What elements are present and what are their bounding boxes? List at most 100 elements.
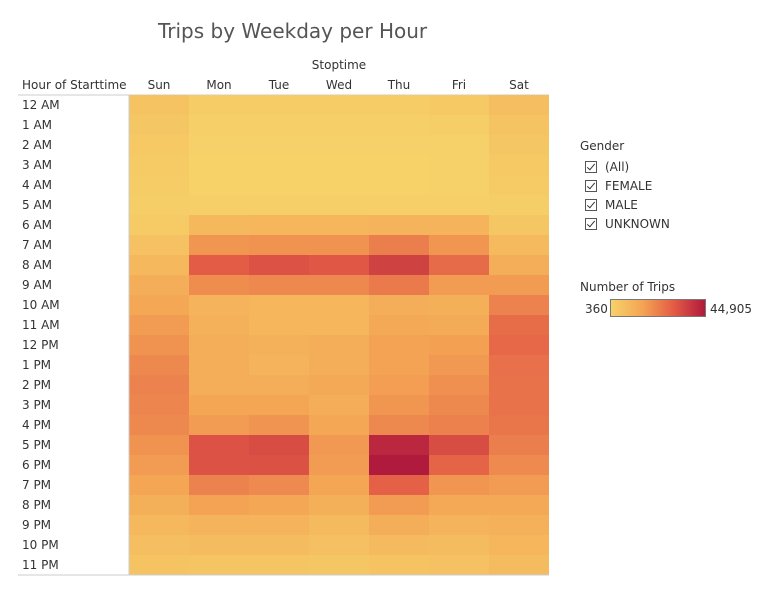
- heatmap-cell[interactable]: [369, 515, 429, 535]
- heatmap-cell[interactable]: [369, 375, 429, 395]
- heatmap-cell[interactable]: [129, 335, 189, 355]
- heatmap-cell[interactable]: [129, 535, 189, 555]
- gender-filter-all[interactable]: (All): [585, 159, 629, 175]
- heatmap-cell[interactable]: [129, 435, 189, 455]
- heatmap-cell[interactable]: [249, 175, 309, 195]
- heatmap-cell[interactable]: [489, 515, 549, 535]
- heatmap-cell[interactable]: [369, 215, 429, 235]
- heatmap-cell[interactable]: [249, 415, 309, 435]
- gender-filter-male[interactable]: MALE: [585, 197, 638, 213]
- heatmap-cell[interactable]: [429, 135, 489, 155]
- heatmap-cell[interactable]: [189, 235, 249, 255]
- heatmap-cell[interactable]: [369, 455, 429, 475]
- heatmap-cell[interactable]: [189, 395, 249, 415]
- heatmap-cell[interactable]: [129, 515, 189, 535]
- heatmap-cell[interactable]: [129, 255, 189, 275]
- heatmap-cell[interactable]: [429, 255, 489, 275]
- heatmap-cell[interactable]: [429, 455, 489, 475]
- heatmap-cell[interactable]: [249, 335, 309, 355]
- heatmap-cell[interactable]: [129, 235, 189, 255]
- heatmap-cell[interactable]: [429, 295, 489, 315]
- heatmap-cell[interactable]: [249, 295, 309, 315]
- heatmap-cell[interactable]: [489, 155, 549, 175]
- heatmap-cell[interactable]: [249, 255, 309, 275]
- heatmap-cell[interactable]: [249, 155, 309, 175]
- heatmap-cell[interactable]: [189, 335, 249, 355]
- heatmap-cell[interactable]: [309, 95, 369, 115]
- heatmap-cell[interactable]: [309, 175, 369, 195]
- heatmap-cell[interactable]: [489, 95, 549, 115]
- heatmap-cell[interactable]: [189, 135, 249, 155]
- heatmap-cell[interactable]: [369, 95, 429, 115]
- heatmap-cell[interactable]: [249, 135, 309, 155]
- heatmap-cell[interactable]: [189, 355, 249, 375]
- heatmap-cell[interactable]: [369, 195, 429, 215]
- heatmap-cell[interactable]: [129, 395, 189, 415]
- heatmap-cell[interactable]: [489, 435, 549, 455]
- heatmap-cell[interactable]: [309, 555, 369, 575]
- heatmap-cell[interactable]: [309, 195, 369, 215]
- heatmap-cell[interactable]: [429, 155, 489, 175]
- heatmap-cell[interactable]: [489, 215, 549, 235]
- heatmap-cell[interactable]: [189, 95, 249, 115]
- heatmap-cell[interactable]: [129, 135, 189, 155]
- heatmap-cell[interactable]: [129, 275, 189, 295]
- heatmap-cell[interactable]: [189, 435, 249, 455]
- heatmap-cell[interactable]: [309, 135, 369, 155]
- heatmap-cell[interactable]: [369, 155, 429, 175]
- heatmap-cell[interactable]: [189, 475, 249, 495]
- heatmap-cell[interactable]: [189, 215, 249, 235]
- heatmap-cell[interactable]: [489, 275, 549, 295]
- heatmap-cell[interactable]: [309, 295, 369, 315]
- heatmap-cell[interactable]: [489, 115, 549, 135]
- heatmap-cell[interactable]: [429, 275, 489, 295]
- heatmap-cell[interactable]: [249, 235, 309, 255]
- heatmap-cell[interactable]: [369, 335, 429, 355]
- heatmap-cell[interactable]: [189, 555, 249, 575]
- heatmap-cell[interactable]: [489, 415, 549, 435]
- heatmap-cell[interactable]: [309, 235, 369, 255]
- heatmap-cell[interactable]: [249, 555, 309, 575]
- heatmap-cell[interactable]: [489, 455, 549, 475]
- heatmap-cell[interactable]: [369, 355, 429, 375]
- heatmap-cell[interactable]: [249, 475, 309, 495]
- heatmap-cell[interactable]: [309, 255, 369, 275]
- heatmap-cell[interactable]: [489, 295, 549, 315]
- heatmap-cell[interactable]: [189, 455, 249, 475]
- heatmap-cell[interactable]: [489, 495, 549, 515]
- heatmap-cell[interactable]: [309, 515, 369, 535]
- heatmap-cell[interactable]: [429, 215, 489, 235]
- heatmap-cell[interactable]: [489, 395, 549, 415]
- heatmap-cell[interactable]: [189, 515, 249, 535]
- heatmap-cell[interactable]: [249, 95, 309, 115]
- heatmap-cell[interactable]: [489, 195, 549, 215]
- heatmap-cell[interactable]: [369, 435, 429, 455]
- heatmap-cell[interactable]: [489, 475, 549, 495]
- heatmap-cell[interactable]: [489, 355, 549, 375]
- heatmap-cell[interactable]: [429, 115, 489, 135]
- heatmap-cell[interactable]: [309, 275, 369, 295]
- heatmap-cell[interactable]: [369, 295, 429, 315]
- heatmap-cell[interactable]: [489, 315, 549, 335]
- heatmap-cell[interactable]: [249, 455, 309, 475]
- heatmap-cell[interactable]: [429, 535, 489, 555]
- heatmap-cell[interactable]: [249, 375, 309, 395]
- heatmap-cell[interactable]: [369, 315, 429, 335]
- heatmap-cell[interactable]: [249, 215, 309, 235]
- heatmap-cell[interactable]: [189, 535, 249, 555]
- heatmap-cell[interactable]: [249, 355, 309, 375]
- heatmap-cell[interactable]: [129, 555, 189, 575]
- heatmap-cell[interactable]: [309, 155, 369, 175]
- heatmap-cell[interactable]: [309, 415, 369, 435]
- heatmap-cell[interactable]: [369, 495, 429, 515]
- heatmap-cell[interactable]: [309, 335, 369, 355]
- checkbox-checked-icon[interactable]: [585, 180, 597, 192]
- gender-filter-unknown[interactable]: UNKNOWN: [585, 216, 670, 232]
- heatmap-cell[interactable]: [489, 175, 549, 195]
- heatmap-cell[interactable]: [489, 375, 549, 395]
- heatmap-cell[interactable]: [129, 295, 189, 315]
- heatmap-cell[interactable]: [249, 495, 309, 515]
- heatmap-cell[interactable]: [309, 355, 369, 375]
- heatmap-cell[interactable]: [429, 315, 489, 335]
- heatmap-cell[interactable]: [369, 395, 429, 415]
